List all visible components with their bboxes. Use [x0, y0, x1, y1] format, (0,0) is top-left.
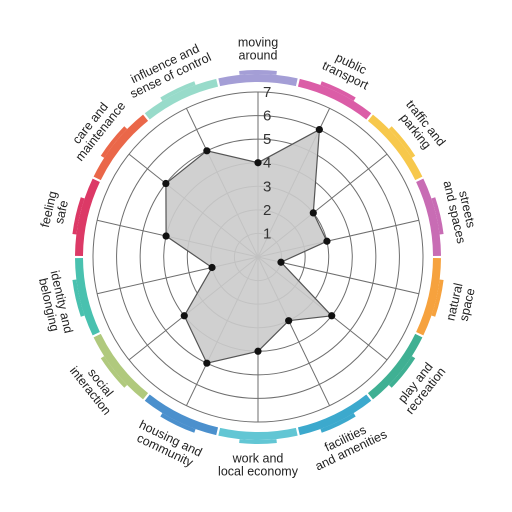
data-point: [180, 312, 188, 320]
ring-segment: [218, 74, 298, 87]
ring-segment: [144, 394, 219, 436]
ring-segment-block: [160, 413, 196, 433]
data-points: [162, 125, 336, 367]
data-point: [315, 125, 323, 134]
data-point: [203, 359, 211, 367]
ring-segment-block: [320, 81, 356, 101]
category-label-line: around: [239, 49, 278, 63]
tick-label: 2: [263, 202, 271, 219]
category-label: moving around: [238, 36, 278, 63]
category-label-line: local economy: [218, 465, 299, 479]
ring-segment: [75, 178, 100, 256]
tick-label: 1: [263, 225, 271, 242]
data-point: [254, 347, 262, 355]
ring-segment-block: [100, 126, 128, 158]
category-label: naturalspace: [443, 282, 478, 325]
ring-segment: [93, 114, 149, 181]
data-point: [162, 179, 170, 188]
category-label: care andmaintenance: [63, 91, 129, 164]
tick-label: 4: [263, 155, 271, 172]
category-label-line: moving: [238, 36, 278, 50]
ring-segment-block: [239, 70, 277, 75]
grid-spoke: [257, 256, 419, 295]
data-point: [203, 147, 211, 155]
data-point: [208, 263, 216, 272]
category-label: streetsand spaces: [441, 177, 482, 245]
category-label-line: safe: [52, 199, 71, 225]
ring-segment-block: [388, 126, 416, 158]
ring-segment: [416, 258, 441, 336]
data-point: [277, 258, 285, 266]
ring-segment: [75, 258, 100, 336]
tick-label: 3: [263, 178, 271, 195]
ring-segment-block: [72, 197, 85, 235]
ring-segment-block: [320, 413, 356, 433]
category-label: work and local economy: [218, 452, 299, 479]
ring-segment-block: [431, 197, 444, 235]
ring-segment-block: [100, 356, 128, 388]
radial-tick-labels: 1 2 3 4 5 6 7: [263, 84, 271, 242]
ring-segment-block: [431, 279, 444, 317]
ring-segment: [367, 114, 423, 181]
ring-segment: [416, 178, 441, 256]
ring-segment: [367, 333, 423, 400]
data-point: [162, 232, 170, 240]
tick-label: 6: [263, 108, 271, 125]
category-label-line: work and: [232, 452, 284, 466]
category-label: feelingsafe: [38, 190, 73, 232]
ring-segment: [144, 78, 219, 120]
data-point: [309, 209, 317, 217]
ring-segment-block: [239, 439, 277, 444]
tick-label: 5: [263, 131, 271, 148]
category-label: identity andbelonging: [35, 269, 76, 337]
data-point: [285, 317, 293, 325]
ring-segment-block: [160, 81, 196, 101]
ring-segment-block: [72, 279, 85, 317]
ring-segment: [297, 78, 372, 120]
data-point: [254, 159, 262, 167]
tick-label: 7: [263, 84, 271, 101]
data-point: [328, 312, 336, 320]
ring-segment: [297, 394, 372, 436]
ring-segment: [218, 427, 298, 440]
category-color-ring: [72, 70, 444, 444]
data-polygon: [165, 128, 333, 364]
ring-segment: [93, 333, 149, 400]
ring-segment-block: [388, 356, 416, 388]
data-point: [323, 237, 331, 245]
data-area: [165, 128, 333, 364]
